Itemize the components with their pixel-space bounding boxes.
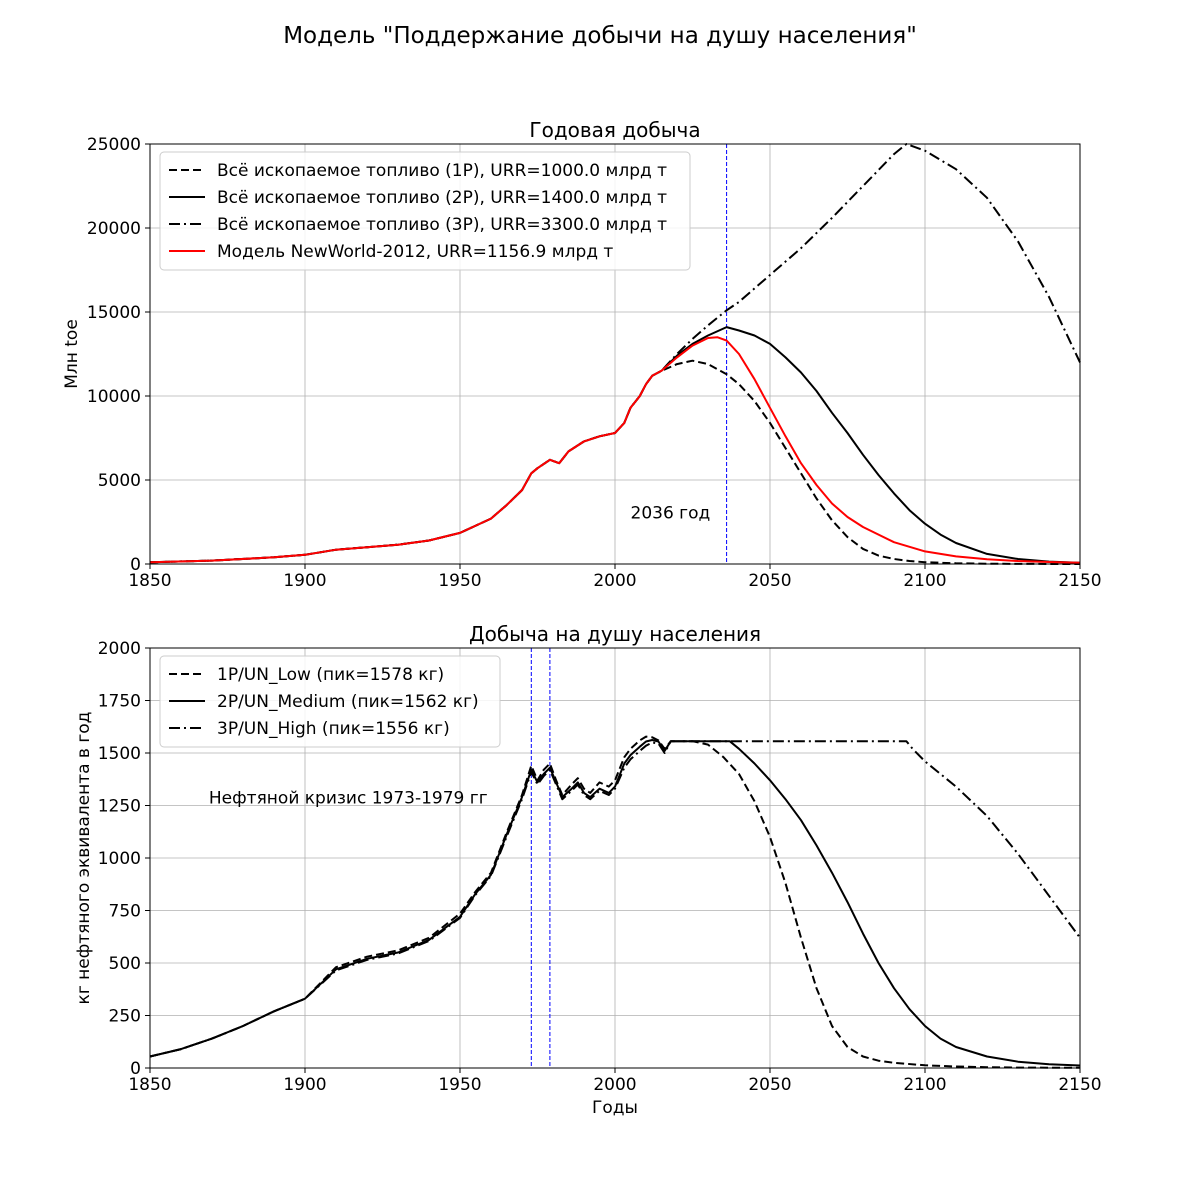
axes-frame-annual-production [149, 143, 1081, 565]
y-tick-label: 0 [130, 1059, 141, 1079]
x-tick-label: 1850 [128, 1075, 171, 1095]
x-tick-label: 2100 [903, 1075, 946, 1095]
chart-title-annual-production: Годовая добыча [529, 118, 700, 142]
x-tick-label: 2000 [593, 1075, 636, 1095]
legend-box [159, 655, 501, 748]
y-tick-label: 500 [109, 954, 141, 974]
x-tick-label: 2150 [1058, 571, 1101, 591]
x-tick-label: 1900 [283, 1075, 326, 1095]
y-tick-label: 20000 [87, 219, 141, 239]
y-tick-label: 25000 [87, 135, 141, 155]
y-axis-label-annual-production: Млн toe [62, 319, 82, 389]
series-line-percapita-1 [149, 735, 1081, 1069]
ticks-annual-production: 1850 1900 1950 2000 2050 2100 2150 0 5000 10000 15… [87, 135, 1102, 591]
x-tick-label: 1950 [438, 571, 481, 591]
chart-title-per-capita: Добыча на душу населения [469, 622, 761, 646]
x-tick-label: 2050 [748, 1075, 791, 1095]
series-line-percapita-3 [149, 740, 1081, 1058]
y-tick-label: 1250 [98, 797, 141, 817]
legend-box [159, 151, 691, 271]
x-tick-label: 2100 [903, 571, 946, 591]
y-tick-label: 1750 [98, 692, 141, 712]
legend-entry: 3P/UN_High (пик=1556 кг) [217, 719, 450, 739]
annotation-oil-crisis: Нефтяной кризис 1973-1979 гг [209, 788, 488, 808]
annual-production-chart: Годовая добыча Млн toe 1850 1900 1950 2000 2… [62, 118, 1102, 591]
y-axis-label-per-capita: кг нефтяного эквивалента в год [74, 712, 94, 1005]
annotation-2036: 2036 год [631, 504, 711, 524]
legend-annual-production: Всё ископаемое топливо (1P), URR=1000.0 … [159, 151, 691, 271]
y-tick-label: 10000 [87, 387, 141, 407]
x-tick-label: 2050 [748, 571, 791, 591]
y-tick-label: 1500 [98, 744, 141, 764]
y-tick-label: 5000 [98, 471, 141, 491]
axes-frame-per-capita [149, 647, 1081, 1069]
y-tick-label: 2000 [98, 639, 141, 659]
legend-entry: 2P/UN_Medium (пик=1562 кг) [217, 692, 479, 712]
x-axis-label-per-capita: Годы [592, 1098, 638, 1118]
x-tick-label: 1850 [128, 571, 171, 591]
y-tick-label: 1000 [98, 849, 141, 869]
series-line-annual-4 [149, 336, 1081, 564]
x-tick-label: 2150 [1058, 1075, 1101, 1095]
figure-title: Модель "Поддержание добычи на душу насел… [283, 23, 917, 49]
series-annual-production [149, 143, 1081, 565]
y-tick-label: 0 [130, 555, 141, 575]
legend-entry: Всё ископаемое топливо (2P), URR=1400.0 … [217, 188, 667, 208]
per-capita-production-chart: Добыча на душу населения кг нефтяного эк… [74, 622, 1102, 1118]
legend-entry: Всё ископаемое топливо (3P), URR=3300.0 … [217, 215, 667, 235]
ticks-per-capita: 1850 1900 1950 2000 2050 2100 2150 0 250 500 750 10… [98, 639, 1102, 1095]
y-tick-label: 750 [109, 902, 141, 922]
legend-entry: 1P/UN_Low (пик=1578 кг) [217, 665, 444, 685]
series-line-percapita-2 [149, 739, 1081, 1067]
y-tick-label: 250 [109, 1007, 141, 1027]
x-tick-label: 2000 [593, 571, 636, 591]
series-per-capita [149, 735, 1081, 1069]
y-tick-label: 15000 [87, 303, 141, 323]
x-tick-label: 1900 [283, 571, 326, 591]
x-tick-label: 1950 [438, 1075, 481, 1095]
legend-per-capita: 1P/UN_Low (пик=1578 кг) 2P/UN_Medium (пик… [159, 655, 501, 748]
vlines-per-capita [530, 648, 551, 1068]
legend-entry: Модель NewWorld-2012, URR=1156.9 млрд т [217, 242, 613, 262]
legend-entry: Всё ископаемое топливо (1P), URR=1000.0 … [217, 161, 667, 181]
